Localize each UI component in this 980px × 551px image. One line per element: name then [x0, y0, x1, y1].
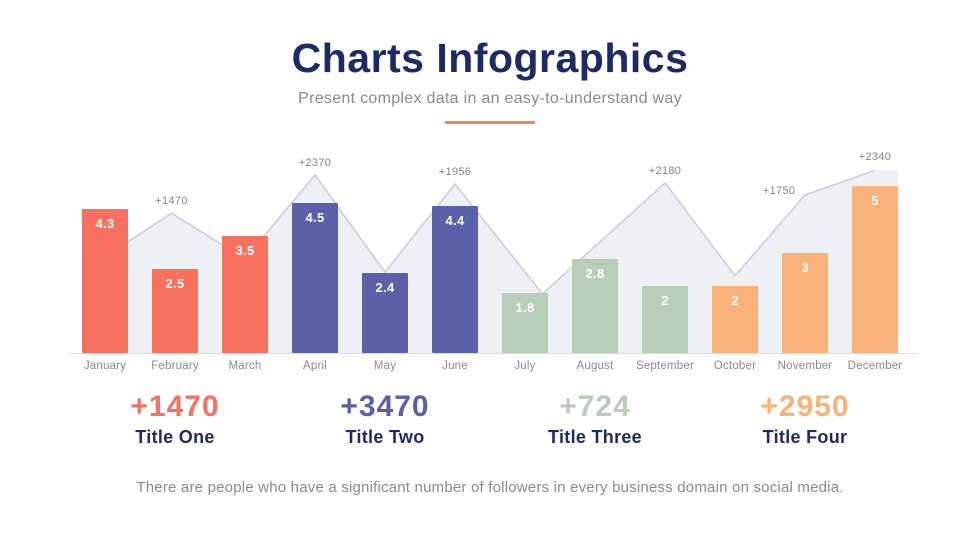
stat-card-four: +2950 Title Four — [700, 389, 910, 448]
title-divider — [445, 120, 535, 124]
bar-august: 2.8 — [572, 259, 618, 353]
month-label-june: June — [442, 359, 468, 372]
chart: 4.3 2.5 3.5 4.5 2.4 4.4 1.8 2.8 2 2 3 5 +1470 +2370 +1… — [70, 141, 918, 372]
bar-july: 1.8 — [502, 292, 548, 353]
area-annotation: +2340 — [858, 150, 892, 163]
month-label-august: August — [576, 359, 614, 372]
bar-may: 2.4 — [362, 272, 408, 353]
stat-value: +2950 — [760, 389, 850, 423]
bar-value-label: 5 — [871, 192, 879, 208]
area-annotation: +1956 — [438, 165, 472, 178]
stat-value: +1470 — [130, 389, 220, 423]
bar-december: 5 — [852, 185, 898, 353]
bar-february: 2.5 — [152, 269, 198, 353]
bar-value-label: 3 — [801, 259, 809, 275]
stat-card-two: +3470 Title Two — [280, 389, 490, 448]
bar-april: 4.5 — [292, 202, 338, 353]
month-label-december: December — [847, 359, 903, 372]
month-label-april: April — [302, 359, 327, 372]
bar-value-label: 2.5 — [165, 276, 185, 292]
header: Charts Infographics Present complex data… — [0, 35, 980, 124]
page-title: Charts Infographics — [291, 35, 689, 81]
bar-value-label: 2.4 — [375, 279, 395, 295]
bar-june: 4.4 — [432, 205, 478, 353]
x-axis-labels: January February March April May June July Augu… — [70, 360, 910, 372]
stat-title: Title One — [135, 426, 215, 447]
bar-value-label: 3.5 — [235, 243, 255, 259]
bar-value-label: 2.8 — [585, 266, 605, 282]
stat-card-one: +1470 Title One — [70, 389, 280, 448]
stat-title: Title Four — [762, 426, 848, 447]
stats-row: +1470 Title One +3470 Title Two +724 Tit… — [70, 389, 910, 448]
month-label-november: November — [777, 359, 833, 372]
area-annotation: +2180 — [648, 164, 682, 177]
bar-january: 4.3 — [82, 209, 128, 353]
stat-title: Title Three — [548, 426, 642, 447]
stat-title: Title Two — [345, 426, 425, 447]
stat-card-three: +724 Title Three — [490, 389, 700, 448]
month-label-may: May — [373, 359, 397, 372]
month-label-march: March — [228, 359, 262, 372]
bar-value-label: 4.3 — [95, 216, 115, 232]
bar-value-label: 4.4 — [445, 212, 465, 228]
area-annotation: +1470 — [155, 194, 188, 207]
bar-september: 2 — [642, 286, 688, 353]
x-axis-line — [70, 352, 918, 354]
area-annotation: +2370 — [298, 156, 332, 169]
footer-text: There are people who have a significant … — [136, 478, 844, 496]
bar-november: 3 — [782, 252, 828, 353]
month-label-october: October — [713, 359, 757, 372]
month-label-july: July — [514, 359, 536, 372]
bar-october: 2 — [712, 286, 758, 353]
stat-value: +3470 — [340, 389, 430, 423]
bar-value-label: 2 — [731, 293, 739, 309]
chart-plot: 4.3 2.5 3.5 4.5 2.4 4.4 1.8 2.8 2 2 3 5 +1470 +2370 +1… — [70, 141, 918, 354]
page-subtitle: Present complex data in an easy-to-under… — [298, 89, 682, 107]
bar-march: 3.5 — [222, 236, 268, 353]
month-label-september: September — [635, 359, 695, 372]
month-label-january: January — [83, 359, 127, 372]
bar-value-label: 4.5 — [305, 209, 325, 225]
month-label-february: February — [151, 359, 199, 372]
area-annotation: +1750 — [762, 184, 796, 197]
bar-value-label: 1.8 — [515, 299, 535, 315]
bar-value-label: 2 — [661, 293, 669, 309]
stat-value: +724 — [559, 389, 631, 423]
